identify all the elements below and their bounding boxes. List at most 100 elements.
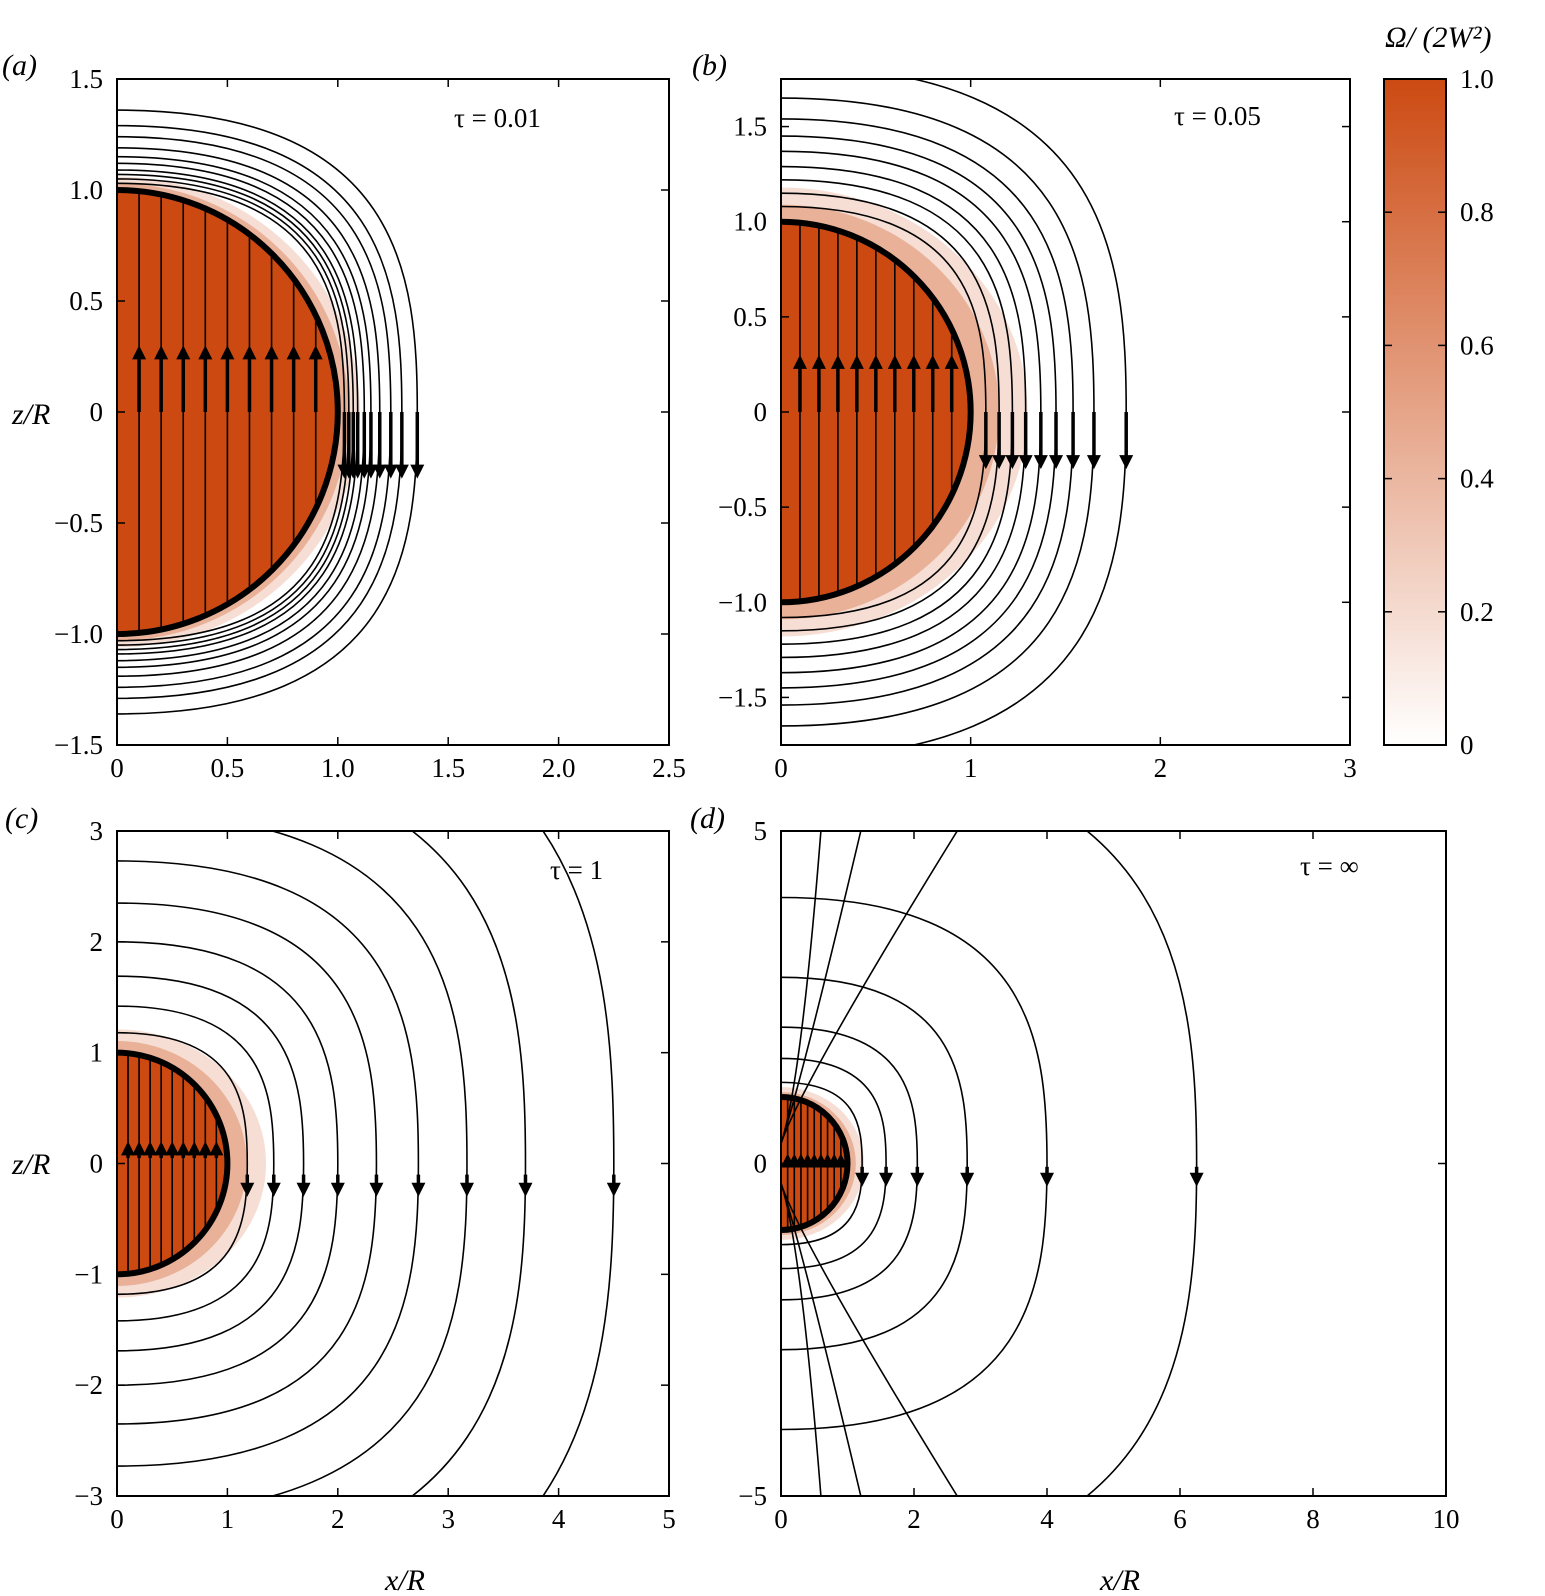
down-arrow-head: [363, 464, 378, 479]
colorbar-title: Ω/ (2W²): [1385, 21, 1492, 54]
y-tick-label: 1.5: [733, 112, 767, 142]
up-arrow-head: [944, 354, 959, 369]
up-arrow-head: [811, 354, 826, 369]
up-arrow-head: [925, 354, 940, 369]
y-tick-label: 3: [90, 816, 104, 846]
colorbar-tick-label: 0.4: [1460, 464, 1494, 494]
sphere-boundary: [781, 218, 974, 606]
x-tick-label: 0: [110, 1504, 124, 1534]
down-arrow-head: [369, 1182, 384, 1197]
x-tick-label: 1.0: [321, 753, 355, 783]
up-arrow-head: [209, 1141, 224, 1156]
down-arrow-head: [1066, 455, 1081, 470]
x-tick-label: 2.0: [542, 753, 576, 783]
x-tick-label: 6: [1173, 1504, 1187, 1534]
down-arrow-head: [960, 1172, 975, 1187]
down-arrow-head: [383, 464, 398, 479]
up-arrow-head: [165, 1141, 180, 1156]
down-arrow-head: [518, 1182, 533, 1197]
outer-streamline: [117, 1031, 249, 1296]
x-tick-label: 5: [662, 1504, 676, 1534]
up-arrow-head: [308, 345, 323, 360]
y-tick-label: −2: [74, 1370, 103, 1400]
down-arrow-head: [879, 1172, 894, 1187]
down-arrow-head: [1018, 455, 1033, 470]
y-axis-label-c: z/R: [11, 1148, 50, 1181]
plot-area: [117, 109, 425, 715]
x-axis-label-d: x/R: [1099, 1564, 1140, 1596]
up-arrow-head: [154, 345, 169, 360]
up-arrow-head: [868, 354, 883, 369]
x-tick-label: 4: [1040, 1504, 1054, 1534]
down-arrow-head: [1040, 1172, 1054, 1187]
colorbar-tick-label: 0.6: [1460, 330, 1494, 360]
colorbar-tick-label: 0: [1460, 730, 1474, 760]
up-arrow-head: [187, 1141, 202, 1156]
down-arrow-head: [410, 464, 425, 479]
plot-frame: [780, 830, 1447, 1497]
colorbar-tick-label: 0.8: [1460, 197, 1494, 227]
up-arrow-head: [833, 1153, 848, 1168]
up-arrow-head: [264, 345, 279, 360]
y-tick-label: −0.5: [718, 492, 767, 522]
open-streamline: [781, 1183, 862, 1496]
down-arrow-head: [266, 1182, 281, 1197]
y-axis-label-a: z/R: [11, 398, 50, 431]
down-arrow-head: [330, 1182, 345, 1197]
colorbar-tick-label: 0.2: [1460, 597, 1494, 627]
y-tick-label: −1: [74, 1259, 103, 1289]
y-tick-label: −3: [74, 1481, 103, 1511]
outer-streamline: [117, 975, 305, 1352]
up-arrow-head: [132, 1141, 147, 1156]
tau-label-b: τ = 0.05: [1174, 101, 1261, 131]
up-arrow-head: [176, 1141, 191, 1156]
panel-letter-b: (b): [692, 49, 727, 82]
outer-streamline: [269, 831, 468, 1496]
sphere-boundary: [117, 187, 341, 637]
up-arrow-head: [198, 1141, 213, 1156]
plot-area: [781, 79, 1134, 745]
open-streamline: [781, 1183, 958, 1496]
down-arrow-head: [1005, 455, 1020, 470]
up-arrow-head: [849, 354, 864, 369]
plot-area: [117, 831, 621, 1496]
up-arrow-head: [198, 345, 213, 360]
y-tick-label: 5: [754, 816, 768, 846]
y-tick-label: 1.0: [733, 207, 767, 237]
panel-d: 0 2 4 6 8 10−505: [738, 816, 1459, 1534]
y-tick-label: −1.5: [718, 682, 767, 712]
down-arrow-head: [296, 1182, 311, 1197]
up-arrow-head: [830, 354, 845, 369]
panel-letter-d: (d): [690, 802, 725, 835]
x-tick-label: 1: [221, 1504, 235, 1534]
sphere-boundary: [781, 1094, 851, 1233]
up-arrow-head: [906, 354, 921, 369]
outer-streamline: [117, 860, 420, 1467]
y-tick-label: 0: [754, 1149, 768, 1179]
down-arrow-head: [910, 1172, 925, 1187]
plot-area: [781, 831, 1204, 1496]
down-arrow-head: [394, 464, 409, 479]
y-tick-label: 0.5: [733, 302, 767, 332]
outer-streamline: [117, 902, 378, 1425]
down-arrow-head: [1189, 1172, 1204, 1187]
up-arrow-head: [286, 345, 301, 360]
x-tick-label: 8: [1306, 1504, 1320, 1534]
down-arrow-head: [411, 1182, 426, 1197]
colorbar: Ω/ (2W²) 0 0.2 0.4 0.6 0.8 1.0: [1383, 21, 1494, 760]
x-tick-label: 0.5: [211, 753, 245, 783]
down-arrow-head: [855, 1172, 870, 1187]
down-arrow-head: [372, 464, 387, 479]
y-tick-label: −5: [738, 1481, 767, 1511]
open-streamline: [781, 831, 862, 1144]
down-arrow-head: [1049, 455, 1064, 470]
x-tick-label: 2: [331, 1504, 345, 1534]
x-tick-label: 2.5: [652, 753, 686, 783]
x-tick-label: 0: [110, 753, 124, 783]
tau-label-c: τ = 1: [550, 855, 603, 885]
outer-streamline: [410, 831, 527, 1496]
y-tick-label: −0.5: [54, 508, 103, 538]
up-arrow-head: [132, 345, 147, 360]
down-arrow-head: [606, 1182, 621, 1197]
x-tick-label: 2: [907, 1504, 921, 1534]
